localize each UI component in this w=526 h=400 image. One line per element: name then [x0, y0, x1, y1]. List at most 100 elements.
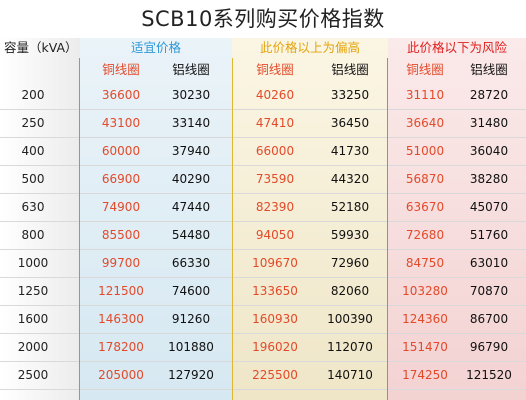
risk-aluminum-price: 121520 [466, 368, 512, 382]
risk-copper-price: 84750 [405, 256, 445, 270]
header-capacity: 容量（kVA） [4, 40, 78, 55]
capacity-cell: 400 [21, 144, 45, 158]
suitable-aluminum-price: 101880 [168, 340, 214, 354]
table-row: 500 66900 40290 73590 44320 56870 38280 [0, 166, 526, 194]
capacity-cell: 1250 [17, 284, 49, 298]
risk-copper-price: 174250 [402, 368, 448, 382]
high-aluminum-price: 82060 [330, 284, 370, 298]
suitable-aluminum-price: 33140 [171, 116, 211, 130]
suitable-aluminum-price: 30230 [171, 88, 211, 102]
high-aluminum-price: 72960 [330, 256, 370, 270]
risk-aluminum-price: 86700 [469, 312, 509, 326]
risk-aluminum-price: 63010 [469, 256, 509, 270]
suitable-aluminum-price: 74600 [171, 284, 211, 298]
capacity-cell: 2000 [17, 340, 49, 354]
suitable-copper-price: 85500 [101, 228, 141, 242]
capacity-column-background [0, 38, 80, 400]
high-aluminum-price: 36450 [330, 116, 370, 130]
divider-suitable [79, 58, 80, 400]
header-risk-price: 此价格以下为风险 [406, 40, 507, 55]
high-aluminum-price: 100390 [327, 312, 373, 326]
suitable-aluminum-price: 40290 [171, 172, 211, 186]
high-copper-price: 94050 [255, 228, 295, 242]
risk-aluminum-price: 38280 [469, 172, 509, 186]
table-row: 400 60000 37940 66000 41730 51000 36040 [0, 138, 526, 166]
risk-aluminum-price: 70870 [469, 284, 509, 298]
high-price-column-background [232, 38, 388, 400]
capacity-cell: 2500 [17, 368, 49, 382]
capacity-cell: 630 [21, 200, 45, 214]
risk-copper-price: 72680 [405, 228, 445, 242]
capacity-cell: 250 [21, 116, 45, 130]
risk-aluminum-price: 36040 [469, 144, 509, 158]
suitable-aluminum-price: 37940 [171, 144, 211, 158]
suitable-aluminum-price: 91260 [171, 312, 211, 326]
subheader-high-aluminum: 铝线圈 [331, 62, 369, 77]
high-aluminum-price: 52180 [330, 200, 370, 214]
risk-aluminum-price: 31480 [469, 116, 509, 130]
header-suitable-price: 适宜价格 [130, 40, 181, 55]
subheader-suitable-aluminum: 铝线圈 [172, 62, 210, 77]
high-copper-price: 82390 [255, 200, 295, 214]
capacity-cell: 800 [21, 228, 45, 242]
divider-risk [387, 58, 388, 400]
risk-price-column-background [388, 38, 526, 400]
suitable-aluminum-price: 54480 [171, 228, 211, 242]
suitable-aluminum-price: 66330 [171, 256, 211, 270]
suitable-copper-price: 66900 [101, 172, 141, 186]
high-copper-price: 160930 [252, 312, 298, 326]
high-copper-price: 109670 [252, 256, 298, 270]
suitable-copper-price: 205000 [98, 368, 144, 382]
risk-aluminum-price: 96790 [469, 340, 509, 354]
capacity-cell: 500 [21, 172, 45, 186]
high-aluminum-price: 140710 [327, 368, 373, 382]
high-copper-price: 47410 [255, 116, 295, 130]
table-row: 800 85500 54480 94050 59930 72680 51760 [0, 222, 526, 250]
table-row: 1000 99700 66330 109670 72960 84750 63010 [0, 250, 526, 278]
high-copper-price: 40260 [255, 88, 295, 102]
suitable-aluminum-price: 47440 [171, 200, 211, 214]
table-row: 1600 146300 91260 160930 100390 124360 86700 [0, 306, 526, 334]
subheader-risk-copper: 铜线圈 [406, 62, 444, 77]
high-aluminum-price: 33250 [330, 88, 370, 102]
capacity-cell: 200 [21, 88, 45, 102]
high-aluminum-price: 112070 [327, 340, 373, 354]
suitable-copper-price: 36600 [101, 88, 141, 102]
high-copper-price: 66000 [255, 144, 295, 158]
high-aluminum-price: 44320 [330, 172, 370, 186]
capacity-cell: 1600 [17, 312, 49, 326]
risk-copper-price: 103280 [402, 284, 448, 298]
table-row: 1250 121500 74600 133650 82060 103280 70870 [0, 278, 526, 306]
risk-copper-price: 56870 [405, 172, 445, 186]
risk-aluminum-price: 28720 [469, 88, 509, 102]
divider-high [232, 58, 233, 400]
suitable-copper-price: 43100 [101, 116, 141, 130]
table-row: 630 74900 47440 82390 52180 63670 45070 [0, 194, 526, 222]
table-row: 250 43100 33140 47410 36450 36640 31480 [0, 110, 526, 138]
risk-aluminum-price: 45070 [469, 200, 509, 214]
suitable-copper-price: 146300 [98, 312, 144, 326]
high-aluminum-price: 59930 [330, 228, 370, 242]
suitable-copper-price: 74900 [101, 200, 141, 214]
high-copper-price: 196020 [252, 340, 298, 354]
risk-copper-price: 31110 [405, 88, 445, 102]
subheader-high-copper: 铜线圈 [256, 62, 294, 77]
suitable-copper-price: 60000 [101, 144, 141, 158]
high-copper-price: 73590 [255, 172, 295, 186]
risk-copper-price: 124360 [402, 312, 448, 326]
risk-copper-price: 51000 [405, 144, 445, 158]
high-copper-price: 133650 [252, 284, 298, 298]
table-row: 2500 205000 127920 225500 140710 174250 121520 [0, 362, 526, 390]
risk-aluminum-price: 51760 [469, 228, 509, 242]
suitable-price-column-background [80, 38, 232, 400]
table-row: 200 36600 30230 40260 33250 31110 28720 [0, 82, 526, 110]
header-high-price: 此价格以上为偏高 [259, 40, 360, 55]
risk-copper-price: 151470 [402, 340, 448, 354]
capacity-cell: 1000 [17, 256, 49, 270]
suitable-aluminum-price: 127920 [168, 368, 214, 382]
suitable-copper-price: 178200 [98, 340, 144, 354]
subheader-risk-aluminum: 铝线圈 [470, 62, 508, 77]
suitable-copper-price: 121500 [98, 284, 144, 298]
page-title: SCB10系列购买价格指数 [141, 7, 385, 31]
suitable-copper-price: 99700 [101, 256, 141, 270]
